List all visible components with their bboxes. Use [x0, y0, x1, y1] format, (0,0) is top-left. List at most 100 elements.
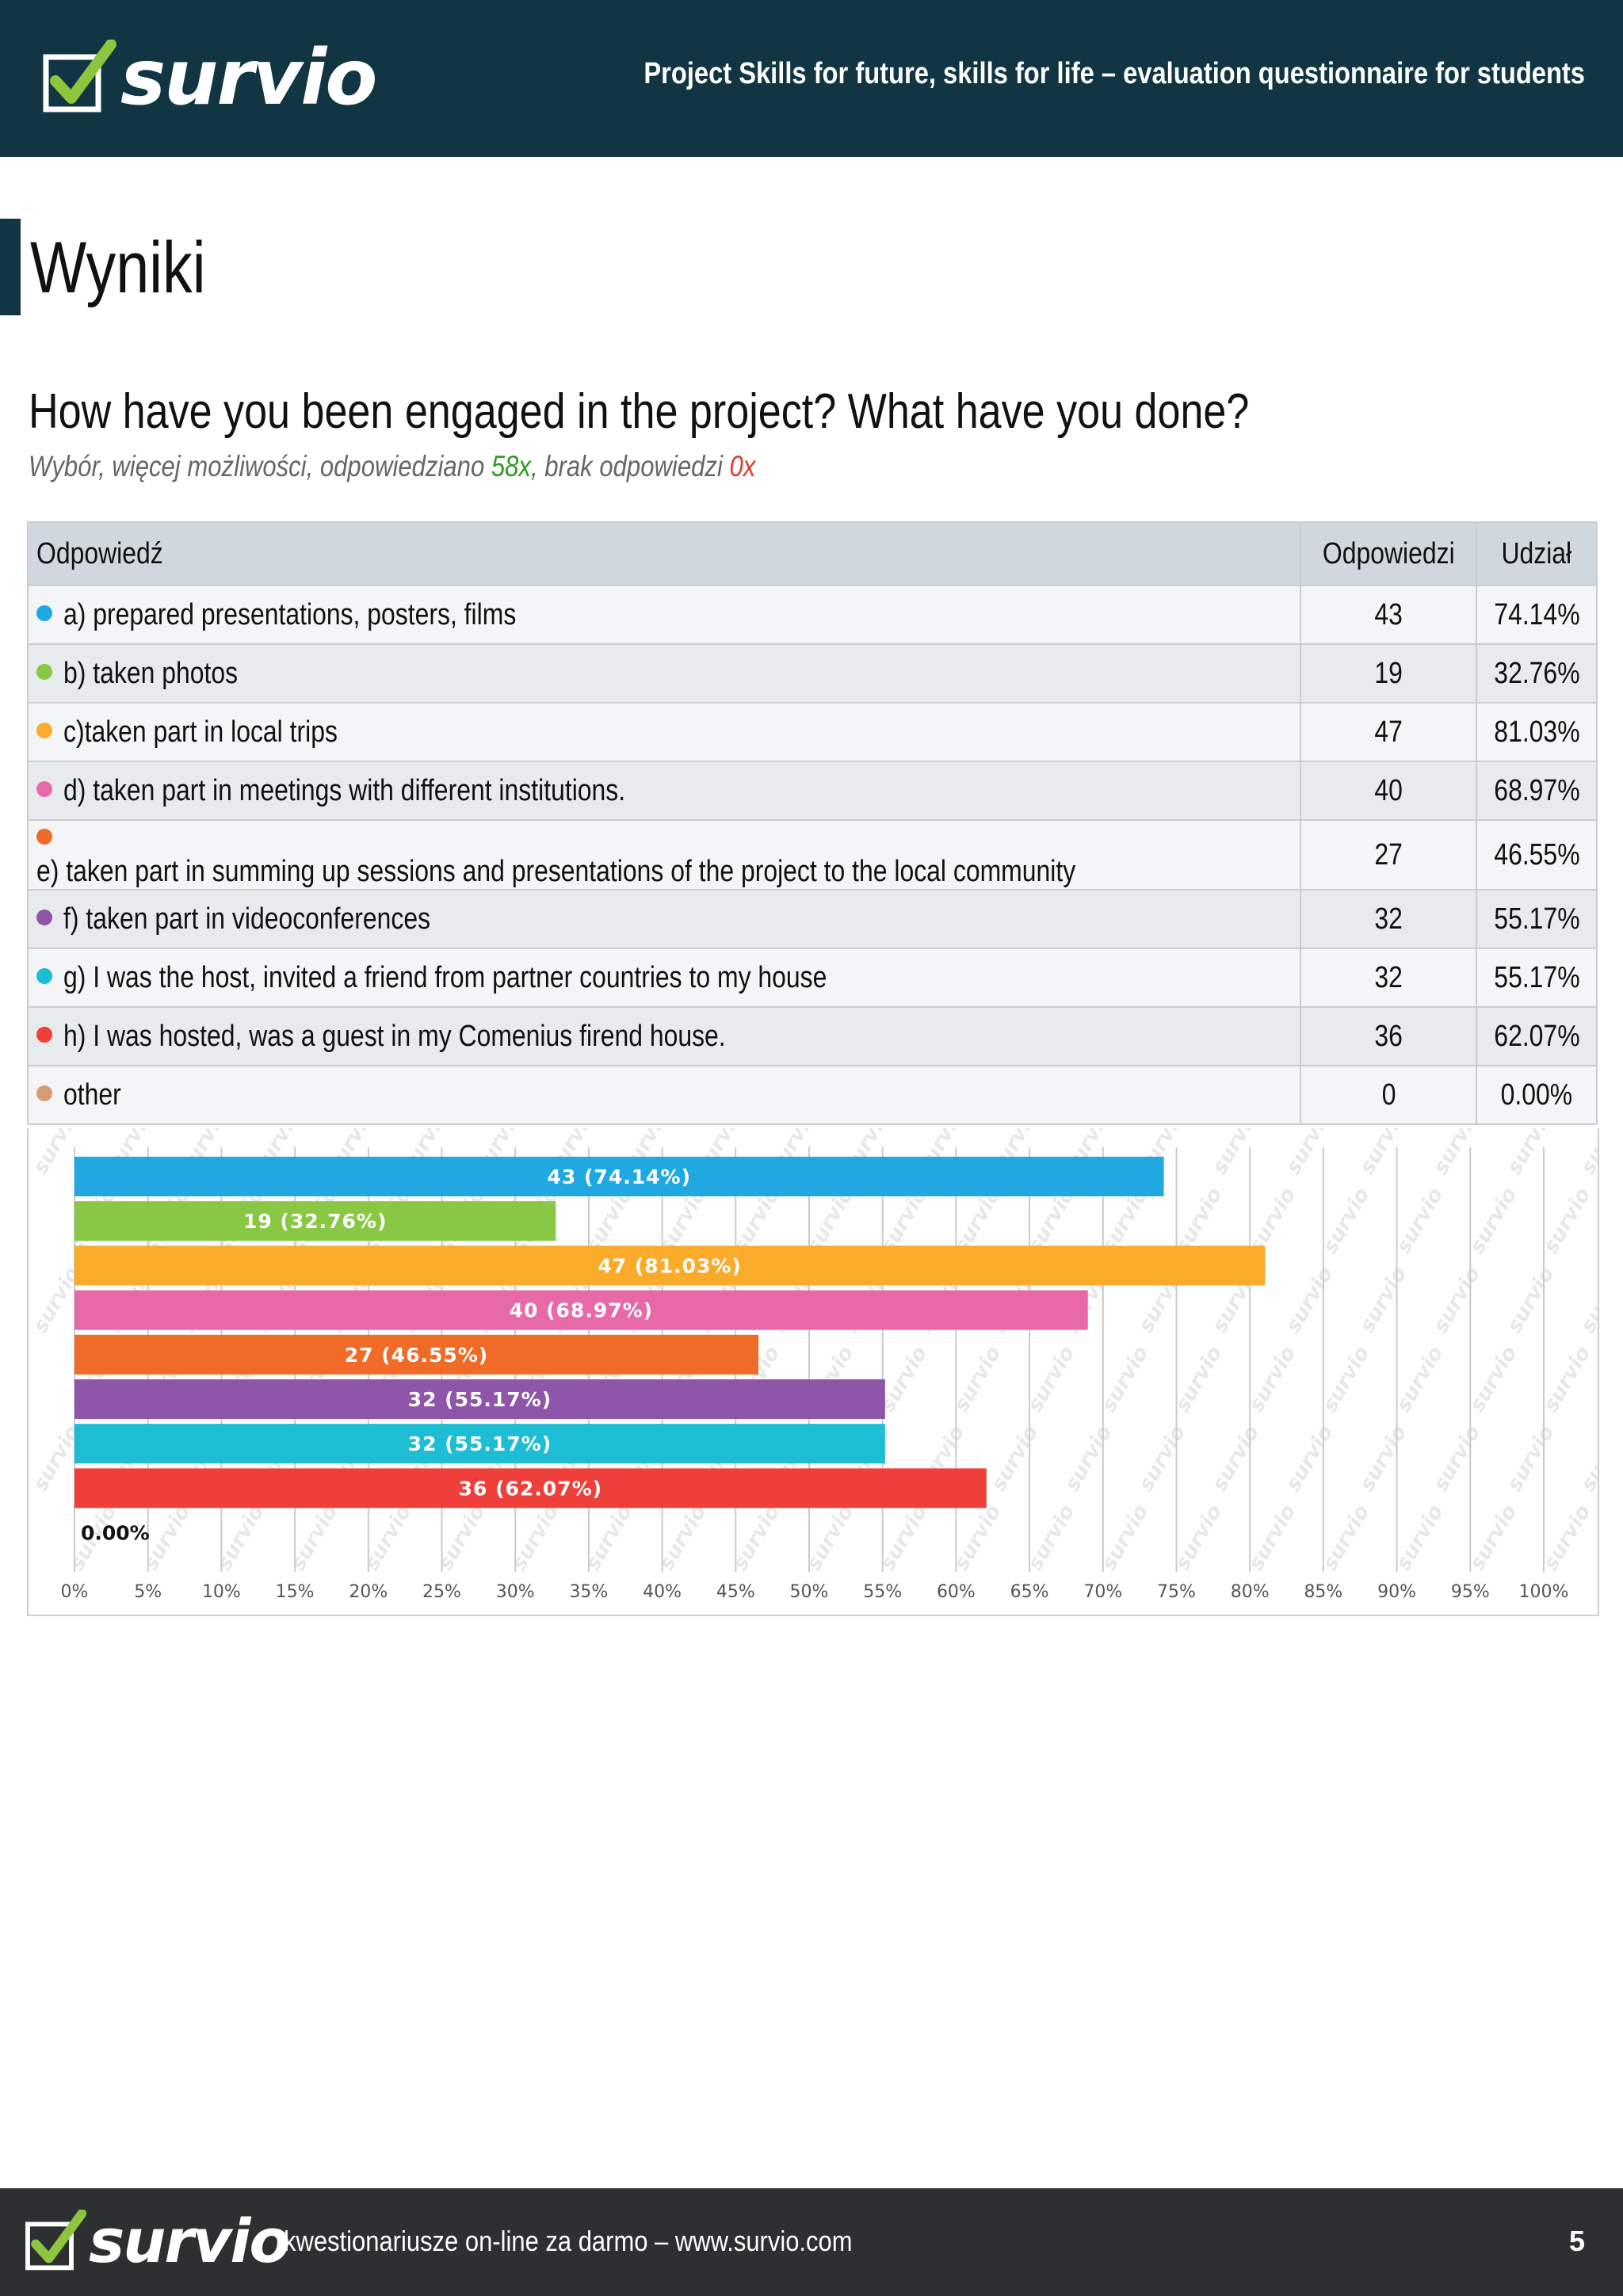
answer-cell: a) prepared presentations, posters, film…: [26, 585, 1302, 645]
watermark-text: survio: [1244, 1342, 1300, 1416]
answer-label: b) taken photos: [63, 656, 239, 690]
watermark-text: survio: [1318, 1184, 1374, 1257]
bar-data-label: 43 (74.14%): [548, 1165, 691, 1188]
legend-dot-icon: [36, 910, 52, 926]
bar: [74, 1157, 1164, 1196]
bar-data-label: 36 (62.07%): [459, 1477, 602, 1500]
share-cell: 55.17%: [1476, 948, 1598, 1008]
legend-dot-icon: [36, 828, 52, 845]
logo-text: survio: [89, 2206, 291, 2276]
legend-dot-icon: [36, 781, 52, 798]
watermark-text: survio: [1170, 1501, 1227, 1574]
watermark-text: survio: [1576, 1263, 1598, 1337]
table-row: a) prepared presentations, posters, film…: [26, 585, 1598, 645]
table-row: b) taken photos 19 32.76%: [26, 643, 1598, 704]
watermark-text: survio: [1097, 1501, 1153, 1574]
watermark-text: survio: [1539, 1184, 1595, 1257]
table-row: e) taken part in summing up sessions and…: [26, 819, 1598, 891]
watermark-text: survio: [949, 1501, 1006, 1574]
legend-dot-icon: [36, 605, 52, 622]
checkmark-logo-icon: [43, 40, 116, 113]
watermark-text: survio: [1281, 1128, 1338, 1179]
bar: [74, 1290, 1088, 1330]
watermark-text: survio: [1539, 1501, 1595, 1574]
section-accent-bar: [0, 219, 21, 315]
watermark-text: survio: [1465, 1342, 1522, 1416]
count-cell: 47: [1300, 702, 1478, 762]
bar-data-label: 27 (46.55%): [345, 1344, 488, 1367]
bar-data-label: 47 (81.03%): [598, 1254, 741, 1277]
answer-cell: g) I was the host, invited a friend from…: [26, 948, 1302, 1008]
share-cell: 81.03%: [1476, 702, 1598, 762]
watermark-text: survio: [655, 1501, 711, 1574]
count-cell: 27: [1300, 819, 1478, 891]
x-tick-label: 30%: [496, 1582, 535, 1602]
section-title: Wyniki: [30, 227, 206, 308]
watermark-text: survio: [1503, 1421, 1559, 1495]
bar: [74, 1245, 1266, 1286]
x-tick-label: 15%: [276, 1582, 315, 1602]
header-answer: Odpowiedź: [26, 521, 1302, 586]
watermark-text: survio: [1465, 1184, 1522, 1257]
logo-text: survio: [120, 33, 377, 122]
share-cell: 55.17%: [1476, 889, 1598, 949]
x-tick-label: 55%: [863, 1582, 902, 1602]
watermark-text: survio: [1392, 1342, 1448, 1416]
watermark-text: survio: [1465, 1501, 1522, 1574]
count-cell: 40: [1300, 761, 1478, 821]
x-tick-label: 65%: [1010, 1582, 1049, 1602]
footer-logo[interactable]: survio: [24, 2206, 291, 2276]
watermark-text: survio: [1392, 1501, 1448, 1574]
answer-cell: d) taken part in meetings with different…: [26, 761, 1302, 821]
bar-data-label: 19 (32.76%): [243, 1210, 387, 1233]
watermark-text: survio: [1023, 1342, 1079, 1416]
x-tick-label: 20%: [349, 1582, 388, 1602]
page-number: 5: [1568, 2225, 1585, 2257]
watermark-text: survio: [1281, 1421, 1338, 1495]
watermark-text: survio: [1429, 1263, 1485, 1337]
table-row: d) taken part in meetings with different…: [26, 761, 1598, 821]
survey-title: Project Skills for future, skills for li…: [643, 57, 1585, 90]
watermark-text: survio: [802, 1501, 858, 1574]
share-cell: 68.97%: [1476, 761, 1598, 821]
watermark-text: survio: [1318, 1501, 1374, 1574]
x-tick-label: 5%: [134, 1582, 162, 1602]
watermark-text: survio: [1023, 1501, 1079, 1574]
watermark-text: survio: [728, 1501, 785, 1574]
x-tick-label: 60%: [937, 1582, 976, 1602]
legend-dot-icon: [36, 1027, 52, 1043]
answer-label: other: [63, 1077, 121, 1112]
header-logo[interactable]: survio: [41, 33, 377, 122]
question-subtitle: Wybór, więcej możliwości, odpowiedziano …: [29, 450, 755, 483]
watermark-text: survio: [1244, 1501, 1300, 1574]
footer-text[interactable]: kwestionariusze on-line za darmo – www.s…: [284, 2225, 853, 2257]
count-cell: 43: [1300, 585, 1478, 645]
count-cell: 0: [1300, 1065, 1478, 1125]
answer-label: c)taken part in local trips: [63, 715, 338, 749]
x-tick-label: 25%: [422, 1582, 461, 1602]
unanswered-count: 0x: [729, 450, 756, 482]
watermark-text: survio: [876, 1501, 932, 1574]
bar: [74, 1334, 759, 1375]
header-share: Udział: [1476, 521, 1598, 586]
answer-label: h) I was hosted, was a guest in my Comen…: [63, 1019, 726, 1053]
bar-data-label: 32 (55.17%): [408, 1432, 552, 1455]
bar: [74, 1201, 556, 1241]
answer-label: d) taken part in meetings with different…: [63, 773, 626, 807]
table-row: c)taken part in local trips 47 81.03%: [26, 702, 1598, 762]
watermark-text: survio: [1539, 1342, 1595, 1416]
x-tick-label: 50%: [790, 1582, 829, 1602]
bar: [74, 1424, 885, 1464]
bar-data-label: 0.00%: [81, 1522, 150, 1545]
share-cell: 74.14%: [1476, 585, 1598, 645]
answer-cell: other: [26, 1065, 1302, 1125]
answer-cell: c)taken part in local trips: [26, 702, 1302, 762]
watermark-text: survio: [1355, 1263, 1411, 1337]
subtitle-middle: , brak odpowiedzi: [530, 450, 730, 482]
watermark-text: survio: [1576, 1421, 1598, 1495]
x-tick-label: 75%: [1157, 1582, 1196, 1602]
count-cell: 36: [1300, 1006, 1478, 1066]
watermark-text: survio: [1576, 1128, 1598, 1179]
watermark-text: survio: [1097, 1342, 1153, 1416]
watermark-text: survio: [1060, 1421, 1117, 1495]
